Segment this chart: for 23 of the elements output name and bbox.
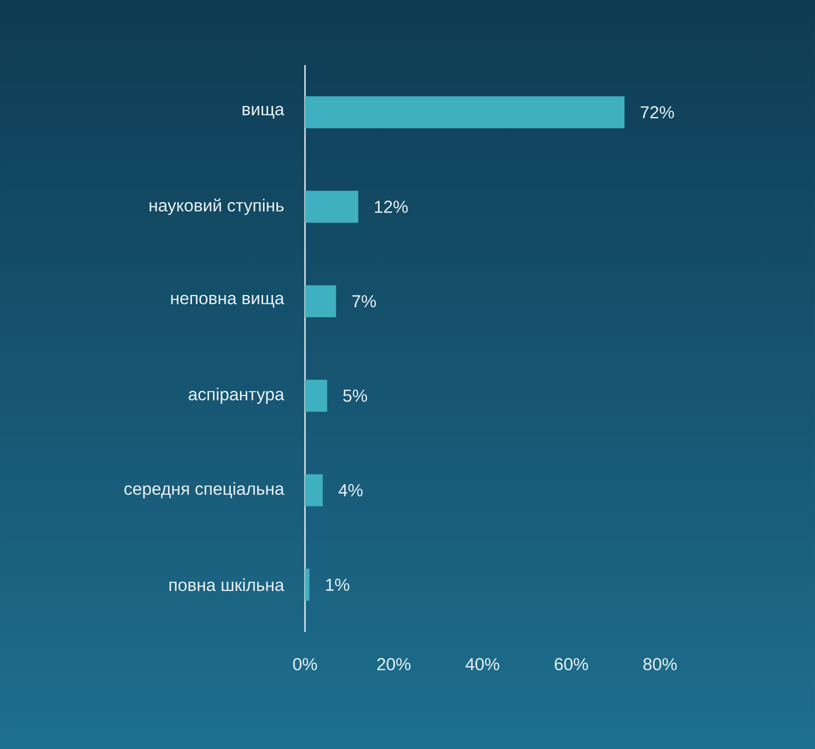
y-tick-label: вища [242, 106, 284, 119]
bar [305, 380, 328, 412]
x-tick-label: 80% [643, 658, 677, 670]
data-label: 1% [326, 578, 350, 591]
x-tick-label: 0% [293, 658, 317, 670]
y-tick-label: повна шкільна [170, 578, 284, 592]
y-tick-label: середня спеціальна [124, 482, 284, 498]
data-label: 12% [374, 200, 408, 213]
bar [305, 285, 336, 318]
bar [305, 96, 624, 128]
data-label: 72% [640, 106, 674, 118]
bar [305, 190, 358, 223]
bar [305, 568, 310, 601]
data-label: 7% [352, 295, 376, 308]
x-tick-label: 60% [554, 658, 588, 670]
data-label: 5% [343, 390, 368, 402]
y-tick-label: аспірантура [188, 388, 284, 404]
data-label: 4% [338, 484, 363, 496]
y-tick-label: неповна вища [171, 294, 284, 308]
bar [305, 474, 323, 506]
y-tick-label: науковий ступінь [150, 198, 284, 215]
x-tick-label: 40% [466, 658, 500, 670]
x-tick-label: 20% [377, 658, 410, 670]
